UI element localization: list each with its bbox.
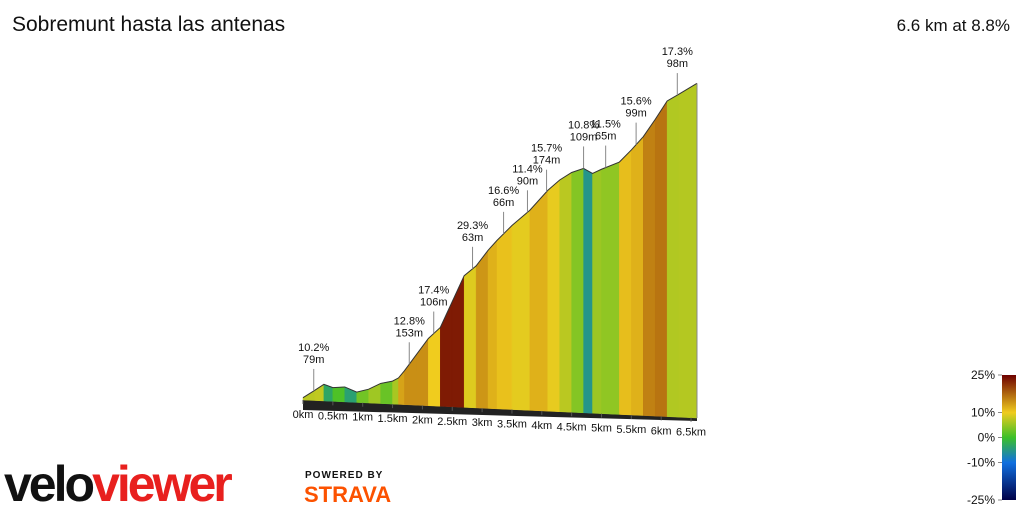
annotation-length: 109m [570, 131, 598, 143]
logo-part: velo [4, 456, 94, 512]
x-tick-label: 3km [472, 417, 493, 429]
chart-title: Sobremunt hasta las antenas [12, 13, 285, 36]
profile-segment [332, 386, 346, 403]
logo-part: viewer [92, 456, 232, 512]
annotation-grade: 10.8% [568, 119, 599, 131]
color-scale-label: -10% [967, 456, 995, 470]
profile-segment [475, 249, 489, 409]
x-tick-label: 0.5km [318, 410, 348, 422]
profile-floor [303, 400, 697, 421]
profile-segment [392, 377, 399, 405]
annotation-length: 90m [517, 175, 538, 187]
annotation-grade: 10.2% [298, 342, 329, 354]
x-tick-label: 5.5km [616, 424, 646, 436]
profile-segment [416, 337, 429, 406]
profile-segment [678, 82, 698, 419]
profile-segment [428, 326, 441, 407]
profile-segment [592, 168, 602, 414]
profile-segment [654, 100, 668, 417]
x-tick-label: 2.5km [437, 416, 467, 428]
color-scale-label: 25% [971, 368, 995, 382]
annotation-grade: 16.6% [488, 185, 519, 197]
color-scale-bar [1002, 375, 1016, 500]
x-tick-label: 1km [352, 412, 373, 424]
profile-segment [487, 239, 498, 410]
annotation-grade: 29.3% [457, 220, 488, 232]
x-tick-label: 6.5km [676, 427, 706, 439]
annotation-length: 65m [595, 131, 616, 143]
x-tick-label: 3.5km [497, 419, 527, 431]
annotation-grade: 17.4% [418, 285, 449, 297]
logo: veloviewer [4, 456, 232, 512]
profile-segment [463, 265, 477, 409]
annotation-grade: 11.5% [590, 119, 621, 131]
annotation-grade: 11.4% [512, 163, 543, 175]
color-scale-label: 0% [978, 431, 996, 445]
profile-segment [496, 224, 513, 410]
annotation-length: 99m [625, 108, 646, 120]
profile-segment [451, 275, 465, 408]
profile-segment [380, 380, 393, 405]
annotation-grade: 15.7% [531, 143, 562, 155]
annotation-length: 174m [533, 155, 561, 167]
annotation-grade: 15.6% [621, 96, 652, 108]
x-tick-label: 0km [293, 409, 314, 421]
annotation-length: 98m [667, 58, 688, 70]
annotation-grade: 17.3% [662, 46, 693, 58]
x-tick-label: 1.5km [378, 413, 408, 425]
color-scale-label: 10% [971, 406, 995, 420]
profile-segment [643, 118, 656, 417]
annotation-length: 106m [420, 297, 448, 309]
annotation-length: 63m [462, 232, 483, 244]
profile-segment [511, 209, 531, 411]
profile-segment [559, 172, 572, 413]
x-tick-label: 4.5km [557, 421, 587, 433]
x-tick-label: 5km [591, 423, 612, 435]
profile-segment [631, 136, 644, 416]
profile-segment [571, 168, 584, 414]
profile-segment [398, 370, 405, 405]
annotation-length: 79m [303, 354, 324, 366]
x-tick-label: 6km [651, 425, 672, 437]
x-tick-label: 2km [412, 414, 433, 426]
profile-segment [583, 168, 593, 414]
profile-segment [547, 179, 560, 412]
profile-segment [666, 93, 680, 418]
x-tick-label: 4km [531, 420, 552, 432]
annotation-grade: 12.8% [394, 315, 425, 327]
profile-segment [619, 149, 632, 416]
color-scale-label: -25% [967, 493, 995, 507]
profile-segment [529, 189, 549, 412]
profile-outline [302, 82, 698, 399]
profile-segment [440, 301, 453, 408]
profile-segment [601, 161, 620, 415]
annotation-length: 153m [395, 327, 423, 339]
chart-subtitle: 6.6 km at 8.8% [897, 16, 1010, 35]
strava-logo: STRAVA [304, 482, 391, 507]
powered-by: POWERED BY [305, 470, 383, 481]
annotation-length: 66m [493, 197, 514, 209]
